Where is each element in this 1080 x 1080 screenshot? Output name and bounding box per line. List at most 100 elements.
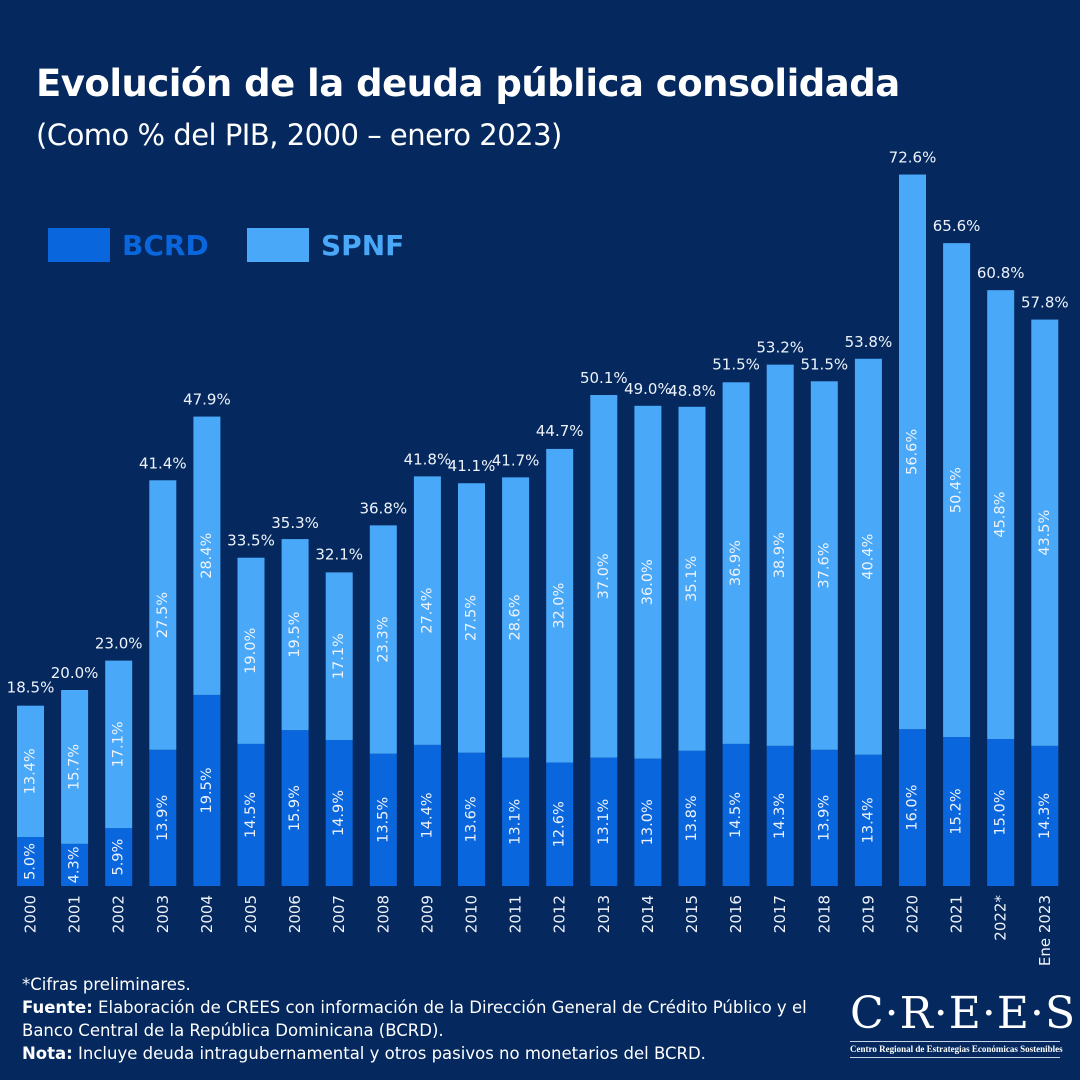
total-label: 51.5% [712, 355, 760, 373]
data-label-spnf: 15.7% [67, 744, 83, 790]
x-tick-label: 2007 [330, 895, 348, 933]
legend-item-spnf: SPNF [247, 228, 404, 262]
bar-bcrd [458, 752, 485, 886]
bar-spnf [237, 557, 265, 744]
footnotes: *Cifras preliminares. Fuente: Elaboració… [22, 973, 822, 1065]
data-label-bcrd: 15.2% [949, 788, 965, 834]
preliminary-note: *Cifras preliminares. [22, 975, 191, 994]
bar-spnf [854, 358, 882, 755]
total-label: 48.8% [668, 382, 716, 400]
bar-spnf [943, 243, 971, 738]
bar-spnf [193, 416, 221, 695]
x-tick-label: 2014 [639, 895, 657, 933]
total-label: 20.0% [51, 664, 99, 682]
general-note: Nota: Incluye deuda intragubernamental y… [22, 1042, 822, 1065]
bar-spnf [369, 525, 397, 754]
total-label: 41.7% [492, 451, 540, 469]
data-label-spnf: 38.9% [772, 532, 788, 578]
data-label-bcrd: 13.1% [596, 799, 612, 845]
bar-bcrd [1031, 745, 1059, 886]
data-label-spnf: 19.5% [287, 612, 303, 658]
data-label-bcrd: 14.5% [243, 792, 259, 838]
bar-bcrd [149, 749, 177, 886]
total-label: 72.6% [889, 149, 937, 167]
total-label: 41.1% [448, 457, 496, 475]
bar-bcrd [722, 743, 750, 886]
x-tick-label: 2005 [242, 895, 260, 933]
total-label: 32.1% [315, 545, 363, 563]
source-note: Fuente: Elaboración de CREES con informa… [22, 996, 822, 1042]
bar-bcrd [413, 744, 441, 886]
bar-bcrd [678, 750, 706, 886]
x-tick-label: 2015 [683, 895, 701, 933]
bar-spnf [325, 572, 353, 740]
bar-bcrd [502, 757, 530, 886]
x-tick-label: 2010 [463, 895, 481, 933]
note-label: Nota: [22, 1044, 73, 1063]
total-label: 44.7% [536, 422, 584, 440]
legend-label-bcrd: BCRD [122, 228, 209, 262]
chart-title: Evolución de la deuda pública consolidad… [36, 62, 900, 105]
bar-bcrd [193, 694, 221, 886]
chart-subtitle: (Como % del PIB, 2000 – enero 2023) [36, 118, 562, 152]
x-tick-label: 2011 [507, 895, 525, 933]
bar-spnf [105, 660, 133, 829]
data-label-spnf: 43.5% [1037, 510, 1053, 556]
data-label-bcrd: 13.0% [640, 799, 656, 845]
data-label-bcrd: 13.4% [860, 797, 876, 843]
bar-bcrd [987, 739, 1015, 886]
bar-spnf [678, 406, 706, 751]
crees-logo: C·R·E·E·S Centro Regional de Estrategias… [850, 990, 1075, 1060]
data-label-bcrd: 13.1% [508, 799, 524, 845]
total-label: 65.6% [933, 217, 981, 235]
total-label: 18.5% [7, 679, 55, 697]
bar-spnf [546, 448, 574, 763]
data-label-bcrd: 12.6% [552, 801, 568, 847]
total-label: 57.8% [1021, 294, 1069, 312]
data-label-bcrd: 5.0% [23, 843, 39, 880]
x-tick-label: 2004 [198, 895, 216, 933]
data-label-bcrd: 15.0% [993, 789, 1009, 835]
bar-spnf [17, 705, 44, 837]
bar-bcrd [281, 730, 309, 886]
bar-spnf [590, 395, 618, 758]
x-tick-label: 2016 [727, 895, 745, 933]
x-tick-label: 2018 [815, 895, 833, 933]
bar-spnf [458, 483, 485, 753]
total-label: 23.0% [95, 635, 143, 653]
data-label-bcrd: 14.3% [772, 793, 788, 839]
x-tick-label: 2022* [992, 895, 1010, 941]
bar-spnf [899, 174, 926, 730]
data-label-spnf: 17.1% [331, 633, 347, 679]
data-label-bcrd: 13.9% [155, 795, 171, 841]
x-tick-label: 2001 [66, 895, 84, 933]
x-tick-label: 2021 [948, 895, 966, 933]
total-label: 51.5% [800, 355, 848, 373]
x-tick-label: 2008 [374, 895, 392, 933]
x-tick-label: 2003 [154, 895, 172, 933]
bar-bcrd [899, 729, 926, 886]
x-tick-label: 2020 [904, 895, 922, 933]
data-label-bcrd: 4.3% [67, 847, 83, 884]
bar-spnf [281, 539, 309, 731]
x-tick-label: 2012 [551, 895, 569, 933]
data-label-bcrd: 19.5% [199, 767, 215, 813]
bar-bcrd [634, 758, 662, 886]
x-tick-label: Ene 2023 [1036, 895, 1054, 966]
data-label-spnf: 27.5% [464, 595, 480, 641]
data-label-spnf: 27.4% [419, 588, 435, 634]
data-label-spnf: 36.9% [728, 540, 744, 586]
source-label: Fuente: [22, 998, 93, 1017]
total-label: 50.1% [580, 369, 628, 387]
data-label-spnf: 13.4% [23, 748, 39, 794]
data-label-bcrd: 14.4% [419, 792, 435, 838]
data-label-spnf: 32.0% [552, 583, 568, 629]
bar-bcrd [325, 739, 353, 886]
data-label-spnf: 28.4% [199, 533, 215, 579]
logo-tagline: Centro Regional de Estrategias Económica… [850, 1044, 1063, 1054]
data-label-spnf: 17.1% [111, 721, 127, 767]
source-text: Elaboración de CREES con información de … [22, 998, 807, 1040]
bar-spnf [634, 405, 662, 759]
x-tick-label: 2000 [22, 895, 40, 933]
